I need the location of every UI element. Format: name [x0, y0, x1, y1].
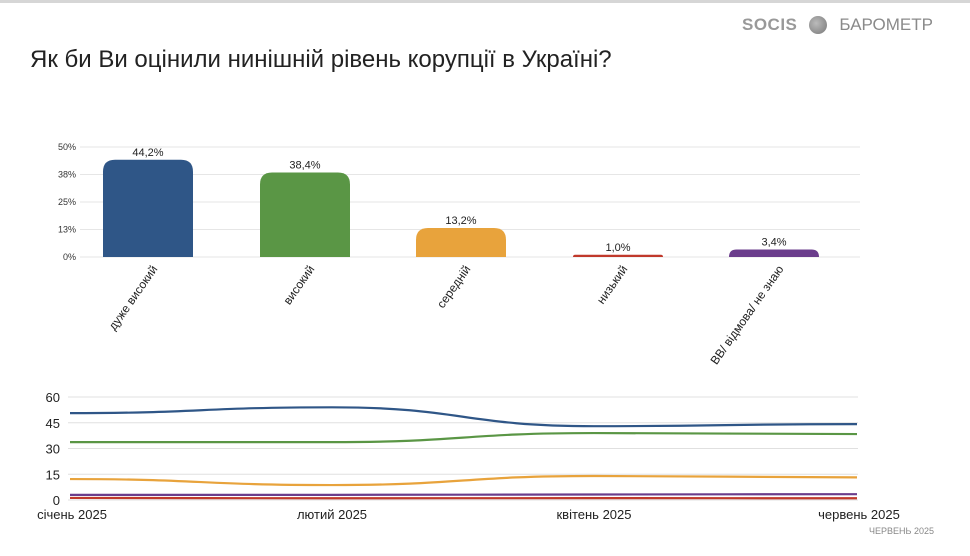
bar	[260, 172, 350, 257]
y-tick-label: 30	[46, 442, 60, 457]
x-tick-label: січень 2025	[37, 507, 107, 522]
x-category-label: високий	[280, 263, 317, 308]
y-tick-label: 45	[46, 416, 60, 431]
bar	[729, 249, 819, 257]
page-title: Як би Ви оцінили нинішній рівень корупці…	[30, 46, 612, 73]
y-tick-label: 13%	[58, 225, 76, 235]
series-line	[70, 431, 858, 444]
data-label: 3,4%	[761, 237, 786, 249]
y-tick-label: 38%	[58, 170, 76, 180]
bar	[573, 254, 663, 257]
x-category-label: середній	[434, 263, 473, 311]
top-border	[0, 0, 970, 3]
x-category-label: ВВ/ відмова/ не знаю	[707, 263, 786, 367]
x-category-label: дуже високий	[106, 263, 161, 333]
data-label: 38,4%	[289, 160, 320, 172]
data-label: 13,2%	[445, 215, 476, 227]
bar	[103, 159, 193, 257]
footer-date: ЧЕРВЕНЬ 2025	[869, 526, 934, 536]
brand: SOCIS БАРОМЕТР	[742, 15, 933, 35]
y-tick-label: 25%	[58, 197, 76, 207]
brand-label: БАРОМЕТР	[839, 15, 933, 34]
y-tick-label: 0	[53, 493, 60, 508]
data-label: 44,2%	[132, 147, 163, 159]
socis-logo: SOCIS	[742, 15, 798, 34]
y-tick-label: 15	[46, 467, 60, 482]
series-line	[69, 493, 858, 496]
data-label: 1,0%	[605, 242, 630, 254]
globe-icon	[809, 16, 828, 34]
x-category-label: низький	[594, 263, 631, 307]
bar	[416, 227, 506, 257]
x-tick-label: лютий 2025	[297, 507, 367, 522]
x-tick-label: квітень 2025	[556, 507, 631, 522]
y-tick-label: 50%	[58, 142, 76, 152]
x-tick-label: червень 2025	[818, 507, 900, 522]
y-tick-label: 0%	[63, 252, 76, 262]
series-line	[69, 406, 858, 428]
y-tick-label: 60	[46, 390, 60, 405]
series-line	[69, 474, 858, 487]
